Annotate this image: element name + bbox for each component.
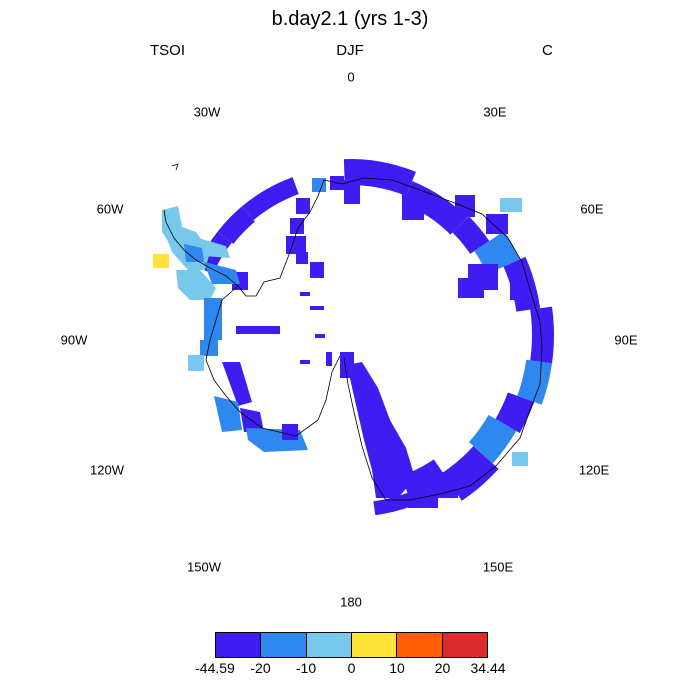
grid-cell [188,355,204,371]
lon-label-30w: 30W [193,104,221,120]
grid-cell [500,198,522,212]
grid-cell [344,180,360,204]
grid-cell [402,194,424,220]
grid-cell [240,408,264,432]
plot-title: b.day2.1 (yrs 1-3) [271,8,429,30]
grid-cell [315,334,325,338]
grid-cell [430,472,458,498]
grid-cell [286,236,306,254]
grid-cell [204,298,222,340]
grid-cell [290,218,304,234]
colorbar-box [351,633,398,657]
grid-cell [184,244,204,262]
season-label: DJF [336,42,364,59]
grid-cell [486,214,508,234]
lon-label-150e: 150E [482,559,514,575]
coastal-cell [468,415,517,464]
grid-cell [214,396,242,432]
grid-cell [198,238,230,258]
warm-cell [153,254,169,268]
lon-label-90w: 90W [60,332,88,348]
grid-cell [347,362,415,498]
colorbar-tick-label: 10 [389,660,405,676]
colorbar-tick-label: 20 [434,660,451,676]
coastline-ross [205,285,341,437]
grid-cell [300,292,310,296]
colorbar-box [397,633,443,657]
grid-cell [282,424,298,440]
coastline-west [163,179,343,297]
grid-cell [296,198,310,214]
coastline-east [341,177,543,501]
coastal-cell [495,392,535,433]
lon-label-60e: 60E [580,201,604,217]
colorbar-box [306,633,352,657]
grid-cell [236,326,266,334]
lon-label-120e: 120E [578,462,610,478]
colorbar-box [442,633,487,657]
colorbar [215,632,488,658]
coastal-cell [242,177,299,221]
grid-cell [310,306,324,310]
coastline [163,163,543,501]
grid-cell [312,178,326,192]
colorbar-tick-label: 0 [347,660,356,676]
coastal-cell [530,306,554,364]
grid-cell [176,270,216,300]
grid-cell [258,326,280,334]
coastal-cell [373,492,413,516]
lon-label-0: 0 [347,69,355,85]
coastal-cell [474,230,520,274]
grid-cell [300,360,310,364]
grid-cell [310,262,324,278]
colorbar-tick-label: 34.44 [470,660,506,676]
lon-label-150w: 150W [187,559,221,575]
grid-cell [200,340,218,356]
grid-cell [296,252,308,264]
coastal-cell [217,206,255,244]
variable-label: TSOI [150,42,186,59]
lon-label-120w: 120W [90,462,124,478]
grid-cell [512,452,528,466]
lon-label-60w: 60W [96,201,124,217]
colorbar-box [261,633,307,657]
coastal-cell [452,216,490,254]
grid-cell [455,195,475,217]
grid-cell [510,276,528,300]
grid-cell [326,352,332,366]
coastal-cell [517,359,553,405]
lon-label-90e: 90E [614,332,638,348]
grid-cell [222,362,252,406]
lon-label-30e: 30E [483,104,507,120]
colorbar-tick-label: -44.59 [195,660,235,676]
colorbar-tick-label: -10 [295,660,317,676]
grid-cell [340,352,354,378]
lon-label-180: 180 [340,594,362,610]
colorbar-box [216,633,262,657]
units-label: C [542,42,553,59]
coastline-island [171,163,179,171]
coastal-cell [343,159,416,196]
tsoi-cells [153,159,554,516]
grid-cell [204,262,240,284]
colorbar-tick-label: -20 [250,660,271,676]
grid-cell [458,278,484,298]
